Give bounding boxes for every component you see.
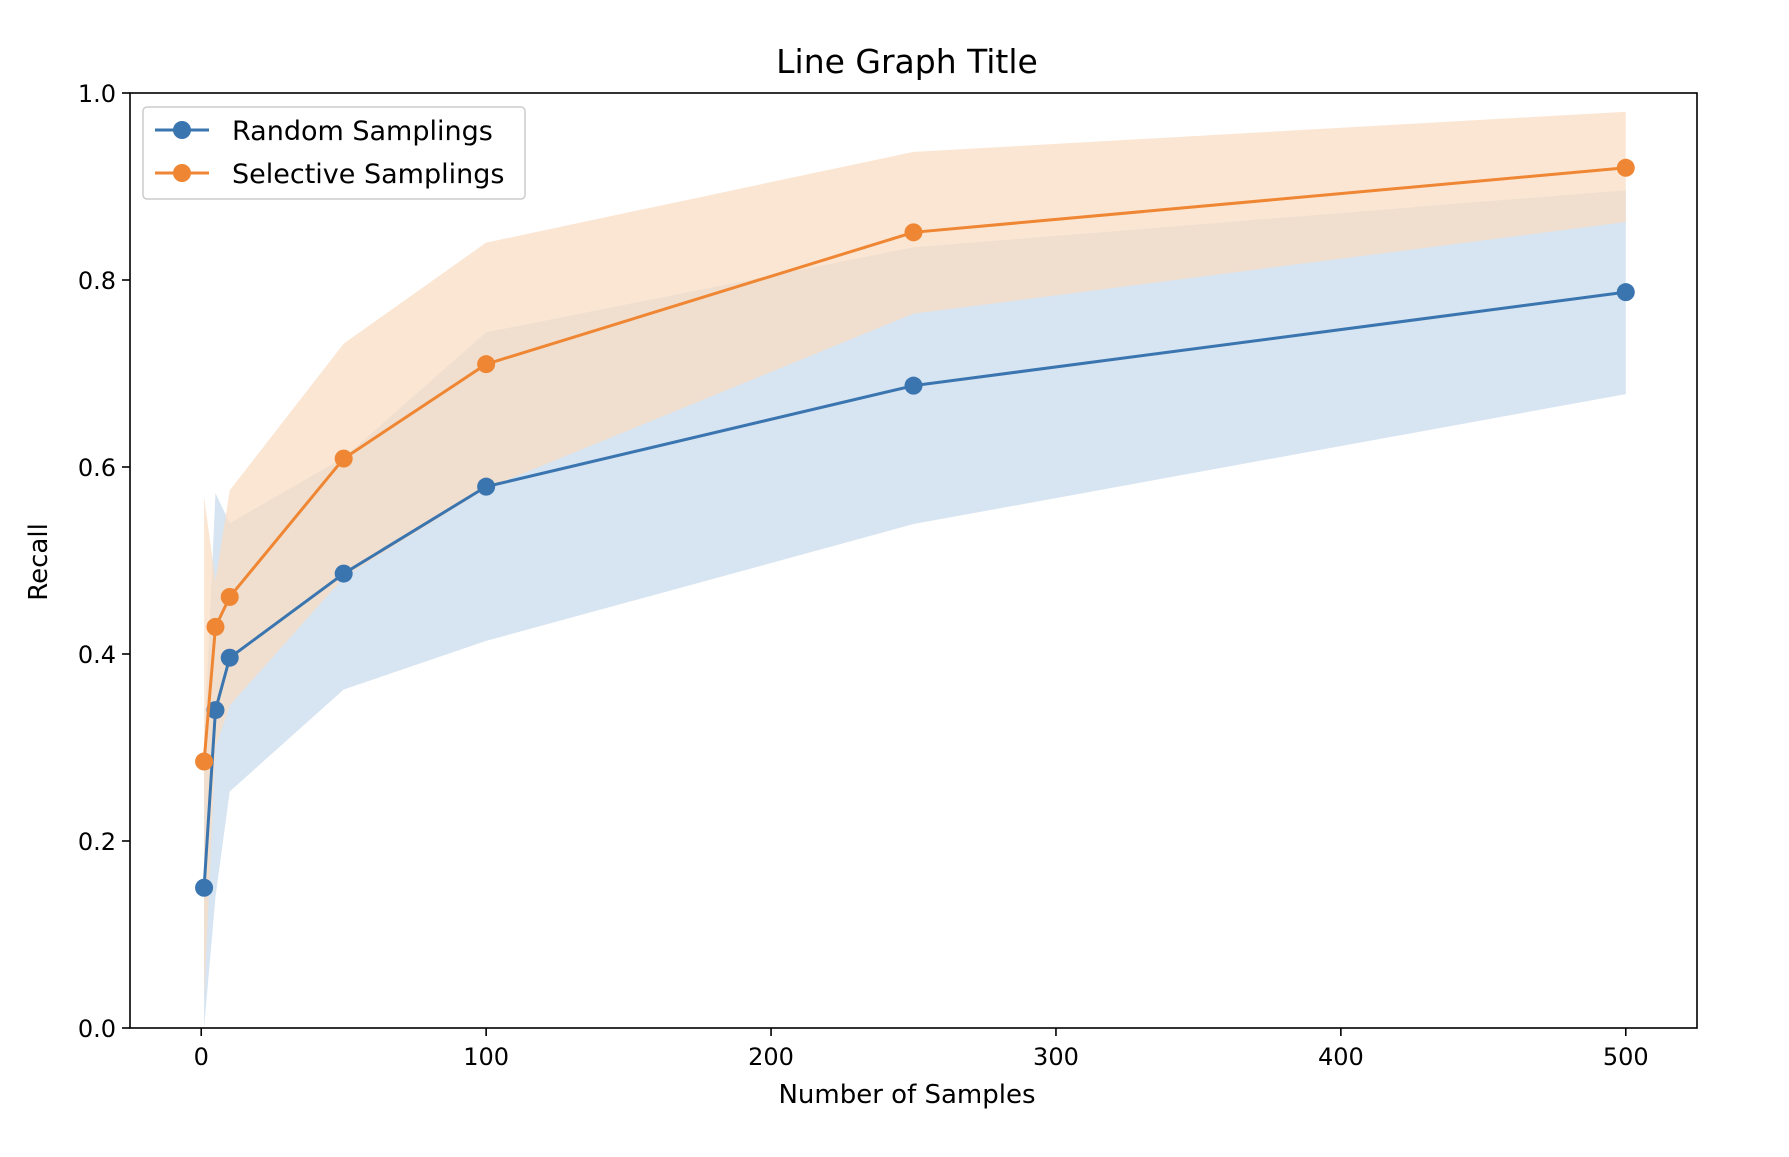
axis-ticks: 0 100 200 300 400 500 0.0 0.2 0.4 0.6 0.8 1.0 [78,80,1649,1071]
y-tick-label: 0.4 [78,641,116,669]
y-tick-label: 0.2 [78,828,116,856]
confidence-band-selective-samplings [204,111,1626,1000]
y-tick-label: 0.6 [78,454,116,482]
y-tick-label: 1.0 [78,80,116,108]
data-point-random-samplings [206,701,225,720]
legend-marker-random-samplings [173,121,191,139]
legend: Random Samplings Selective Samplings [142,106,526,200]
data-point-random-samplings [477,477,496,496]
legend-label-selective-samplings: Selective Samplings [232,159,504,190]
data-point-selective-samplings [195,752,214,771]
plot-area-border [129,92,1698,1029]
plot-frame [129,92,1698,1029]
confidence-bands [204,111,1626,1029]
data-point-random-samplings [220,648,239,667]
data-point-selective-samplings [1616,158,1635,177]
data-point-selective-samplings [220,587,239,606]
x-tick-label: 100 [463,1043,509,1071]
data-point-selective-samplings [334,449,353,468]
legend-item-selective-samplings: Selective Samplings [155,159,504,190]
x-axis-label: Number of Samples [778,1080,1035,1110]
legend-marker-selective-samplings [173,164,191,182]
data-point-random-samplings [904,376,923,395]
data-point-selective-samplings [206,617,225,636]
x-tick-label: 200 [748,1043,794,1071]
data-point-random-samplings [1616,283,1635,302]
y-tick-label: 0.0 [78,1015,116,1043]
y-tick-label: 0.8 [78,267,116,295]
data-point-random-samplings [195,878,214,897]
x-tick-label: 300 [1033,1043,1079,1071]
x-tick-label: 400 [1318,1043,1364,1071]
x-tick-label: 500 [1603,1043,1649,1071]
legend-item-random-samplings: Random Samplings [155,116,493,147]
x-tick-label: 0 [194,1043,209,1071]
y-axis-label: Recall [24,523,54,601]
legend-label-random-samplings: Random Samplings [232,116,493,147]
chart-title: Line Graph Title [776,42,1038,81]
data-point-selective-samplings [904,223,923,242]
data-point-random-samplings [334,564,353,583]
legend-box [142,106,526,200]
series-lines [195,158,1635,897]
data-point-selective-samplings [477,355,496,374]
